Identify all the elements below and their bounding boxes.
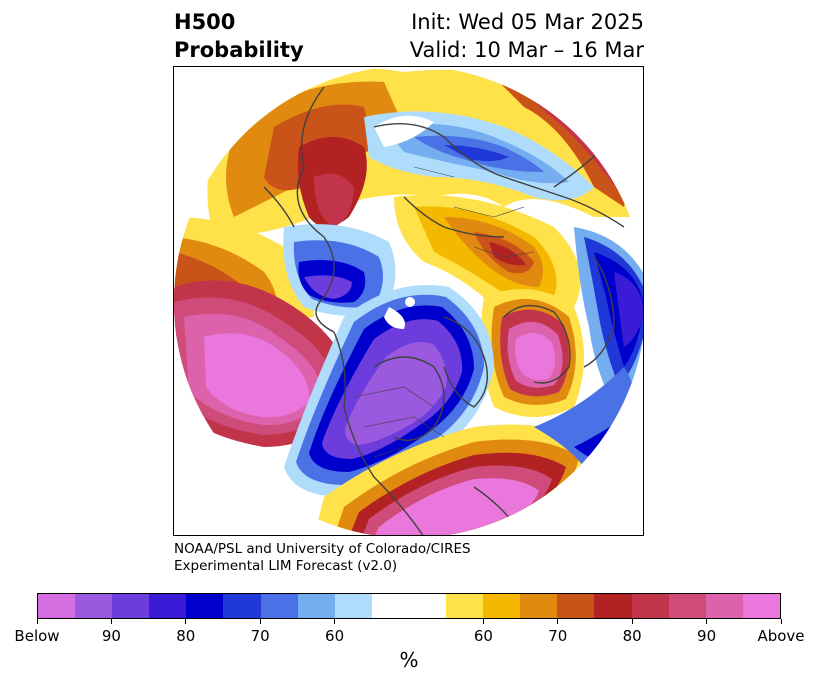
probability-map (174, 67, 643, 535)
colorbar-segment-neutral (371, 594, 447, 618)
colorbar-tick (259, 619, 261, 624)
colorbar-tick-label: 80 (622, 627, 642, 645)
init-date: Init: Wed 05 Mar 2025 (411, 10, 644, 34)
colorbar (37, 593, 781, 619)
colorbar-segment-above-1 (483, 594, 521, 618)
colorbar-tick (780, 619, 782, 624)
colorbar-tick-label: 80 (176, 627, 196, 645)
colorbar-segment-above-4 (594, 594, 632, 618)
colorbar-segment-above-5 (631, 594, 669, 618)
colorbar-segment-below-2 (112, 594, 150, 618)
colorbar-segment-below-0 (38, 594, 76, 618)
north-pole-marker (405, 297, 415, 307)
colorbar-tick-label: Above (757, 627, 805, 645)
right-anomalies (480, 227, 643, 417)
colorbar-tick-label: 60 (325, 627, 345, 645)
colorbar-tick-label: 60 (473, 627, 493, 645)
map-frame (173, 66, 644, 536)
colorbar-tick-label: Below (14, 627, 60, 645)
credit-line-2: Experimental LIM Forecast (v2.0) (174, 558, 398, 574)
colorbar-segment-below-8 (334, 594, 372, 618)
colorbar-tick-label: 90 (697, 627, 717, 645)
colorbar-segment-below-1 (75, 594, 113, 618)
map-title: H500 Probability (174, 8, 304, 64)
colorbar-tick-label: 70 (250, 627, 270, 645)
colorbar-tick (185, 619, 187, 624)
colorbar-tick (334, 619, 336, 624)
colorbar-tick (36, 619, 38, 624)
colorbar-segment-above-6 (668, 594, 706, 618)
credit-text: NOAA/PSL and University of Colorado/CIRE… (174, 541, 471, 575)
colorbar-tick-label: 90 (101, 627, 121, 645)
negative-anomaly-arctic (364, 111, 594, 201)
left-anomalies (174, 217, 396, 447)
forecast-dates: Init: Wed 05 Mar 2025 Valid: 10 Mar – 16… (410, 8, 644, 64)
colorbar-segment-above-8 (742, 594, 780, 618)
colorbar-tick (706, 619, 708, 624)
borders (353, 166, 535, 458)
colorbar-segment-below-5 (223, 594, 261, 618)
colorbar-tick (482, 619, 484, 624)
colorbar-segment-below-4 (186, 594, 224, 618)
colorbar-segment-above-7 (705, 594, 743, 618)
title-quantity: Probability (174, 38, 304, 62)
colorbar-segment-below-3 (149, 594, 187, 618)
colorbar-segment-below-7 (297, 594, 335, 618)
colorbar-segment-above-0 (446, 594, 484, 618)
colorbar-unit: % (399, 648, 419, 672)
title-variable: H500 (174, 10, 236, 34)
colorbar-tick (110, 619, 112, 624)
colorbar-tick (631, 619, 633, 624)
colorbar-segment-below-6 (260, 594, 298, 618)
valid-dates: Valid: 10 Mar – 16 Mar (409, 38, 644, 62)
colorbar-tick (557, 619, 559, 624)
colorbar-tick-label: 70 (548, 627, 568, 645)
colorbar-segment-above-3 (557, 594, 595, 618)
colorbar-segment-above-2 (520, 594, 558, 618)
credit-line-1: NOAA/PSL and University of Colorado/CIRE… (174, 541, 471, 557)
